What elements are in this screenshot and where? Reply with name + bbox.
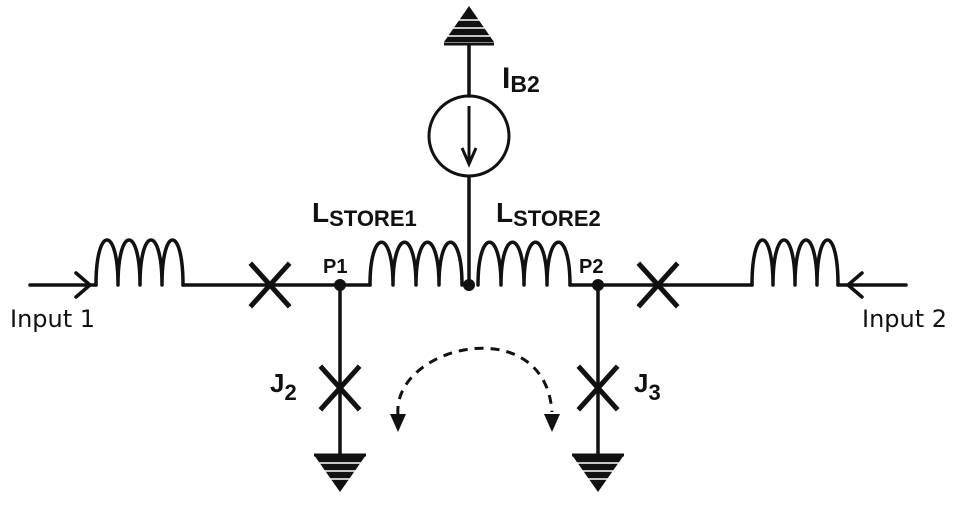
label-lstore2-sub: STORE2 <box>513 206 601 231</box>
shunt-branch-j3 <box>576 283 620 457</box>
node-center-dot <box>463 279 475 291</box>
input1-arrow <box>74 271 92 299</box>
label-j3-main: J <box>634 368 648 398</box>
label-p2: P2 <box>579 256 603 278</box>
junction-j3 <box>576 364 620 412</box>
label-lstore2-main: L <box>496 197 513 228</box>
label-p1: P1 <box>323 256 347 278</box>
label-ib2: IB2 <box>502 62 540 97</box>
junction-j2 <box>318 364 362 412</box>
current-source-arrow-head <box>460 147 478 168</box>
shunt-branch-j2 <box>318 283 362 457</box>
circulating-current-arrow <box>390 346 560 432</box>
top-ground-symbol <box>444 6 494 46</box>
label-input-2: Input 2 <box>862 305 947 333</box>
lstore2-inductor <box>476 240 572 287</box>
label-ib2-main: I <box>502 62 510 95</box>
junction-j4 <box>636 261 680 309</box>
label-lstore1-sub: STORE1 <box>329 206 417 231</box>
label-j2-sub: 2 <box>284 380 296 405</box>
bias-branch <box>427 43 511 287</box>
input2-inductor <box>750 238 840 287</box>
label-j3-sub: 3 <box>648 380 660 405</box>
label-j3: J3 <box>634 368 661 405</box>
label-lstore1: LSTORE1 <box>312 197 417 231</box>
label-lstore1-main: L <box>312 197 329 228</box>
lstore1-inductor <box>368 240 464 287</box>
label-j2: J2 <box>270 368 297 405</box>
label-ib2-sub: B2 <box>510 71 539 97</box>
ground-j2-symbol <box>314 453 366 492</box>
label-lstore2: LSTORE2 <box>496 197 601 231</box>
ground-j3-symbol <box>572 453 624 492</box>
label-j2-main: J <box>270 368 284 398</box>
input1-inductor <box>94 238 185 287</box>
label-input-1: Input 1 <box>10 305 95 333</box>
junction-j1 <box>248 261 292 309</box>
input2-arrow <box>846 271 864 299</box>
